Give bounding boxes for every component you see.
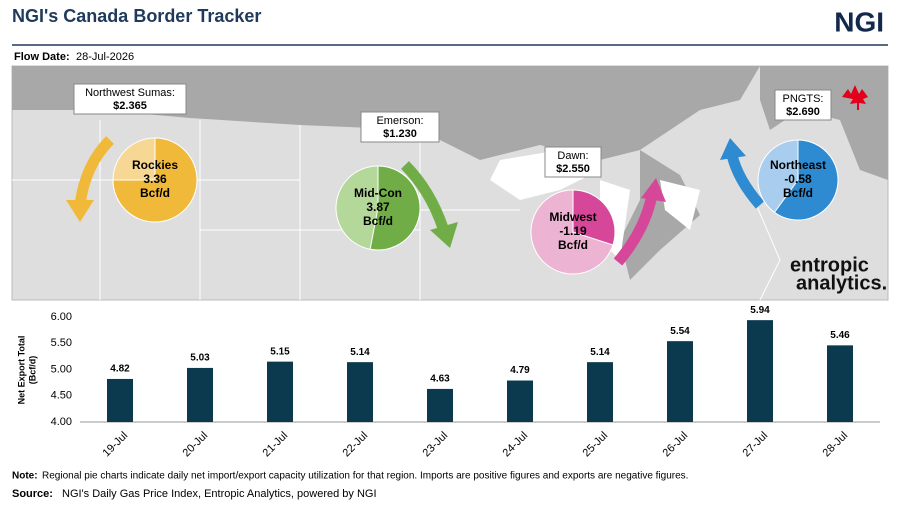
value-label: 5.14	[350, 347, 370, 358]
region-unit: Bcf/d	[783, 186, 813, 200]
pie-wedge	[112, 137, 198, 223]
bar	[827, 345, 853, 422]
y-tick-label: 5.50	[51, 337, 72, 349]
region-name: Mid-Con	[354, 186, 402, 200]
price-value: $2.690	[786, 106, 820, 118]
partner-logo: analytics.	[796, 272, 887, 294]
bar	[187, 367, 213, 422]
price-name: Dawn:	[557, 150, 588, 162]
lake-huron	[660, 180, 700, 230]
source: NGI's Daily Gas Price Index, Entropic An…	[62, 488, 377, 500]
pie-wedge	[369, 165, 421, 251]
bar	[587, 362, 613, 422]
x-tick-label: 23-Jul	[420, 430, 450, 460]
value-label: 5.54	[670, 326, 690, 337]
region-name: Northeast	[770, 158, 826, 172]
x-tick-label: 27-Jul	[740, 430, 770, 460]
value-label: 5.03	[190, 353, 210, 364]
canada-flag	[842, 85, 868, 110]
value-label: 5.46	[830, 330, 850, 341]
ngi-logo: NGI	[834, 6, 884, 37]
price-value: $2.365	[113, 100, 147, 112]
bar	[107, 378, 133, 422]
flow-date: 28-Jul-2026	[76, 51, 134, 63]
note-label: Note:	[12, 471, 38, 482]
bar-chart: Net Export Total (Bcf/d) 4.00 4.50 5.00 5.5…	[16, 305, 880, 460]
partner-logo: entropic	[790, 254, 869, 276]
value-label: 5.14	[590, 347, 610, 358]
pie-wedge	[572, 189, 616, 246]
arrows	[66, 136, 765, 266]
flow-date-label: Flow Date:	[14, 51, 70, 63]
value-label: 5.94	[750, 305, 770, 316]
price-box	[774, 89, 832, 121]
value-label: 4.82	[110, 364, 130, 375]
price-name: Emerson:	[376, 115, 423, 127]
region-name: Rockies	[132, 158, 178, 172]
value-label: 4.63	[430, 374, 450, 385]
x-tick-label: 26-Jul	[660, 430, 690, 460]
price-name: Northwest Sumas:	[85, 87, 175, 99]
price-value: $1.230	[383, 128, 417, 140]
region-value: 3.87	[366, 200, 390, 214]
price-boxes: Northwest Sumas:$2.365 Emerson:$1.230 Dawn…	[73, 83, 832, 178]
x-tick-label: 21-Jul	[260, 430, 290, 460]
value-label: 4.79	[510, 365, 530, 376]
bar	[347, 362, 373, 422]
bar	[747, 320, 773, 422]
y-tick-label: 4.00	[51, 416, 72, 428]
price-box	[544, 146, 602, 178]
price-value: $2.550	[556, 163, 590, 175]
bar	[667, 341, 693, 422]
price-box	[360, 111, 440, 143]
region-value: -1.19	[559, 224, 587, 238]
region-value: 3.36	[143, 172, 167, 186]
region-value: -0.58	[784, 172, 812, 186]
note: Regional pie charts indicate daily net i…	[42, 471, 688, 482]
y-label: (Bcf/d)	[27, 356, 37, 385]
x-tick-label: 28-Jul	[820, 430, 850, 460]
x-tick-label: 24-Jul	[500, 430, 530, 460]
price-name: PNGTS:	[783, 93, 824, 105]
region-name: Midwest	[549, 210, 596, 224]
bar	[427, 388, 453, 422]
y-tick-label: 5.00	[51, 363, 72, 375]
source-label: Source:	[12, 488, 53, 500]
x-tick-label: 25-Jul	[580, 430, 610, 460]
x-tick-label: 19-Jul	[100, 430, 130, 460]
x-tick-label: 22-Jul	[340, 430, 370, 460]
bar	[267, 361, 293, 422]
price-box	[73, 83, 187, 115]
title: NGI's Canada Border Tracker	[12, 6, 261, 26]
region-unit: Bcf/d	[558, 238, 588, 252]
value-label: 5.15	[270, 346, 290, 357]
region-unit: Bcf/d	[363, 214, 393, 228]
region-unit: Bcf/d	[140, 186, 170, 200]
y-tick-label: 4.50	[51, 390, 72, 402]
y-tick-label: 6.00	[51, 311, 72, 323]
pie-wedge	[773, 139, 839, 221]
x-tick-label: 20-Jul	[180, 430, 210, 460]
bar	[507, 380, 533, 422]
y-label: Net Export Total	[16, 336, 26, 405]
ontario	[620, 150, 700, 280]
